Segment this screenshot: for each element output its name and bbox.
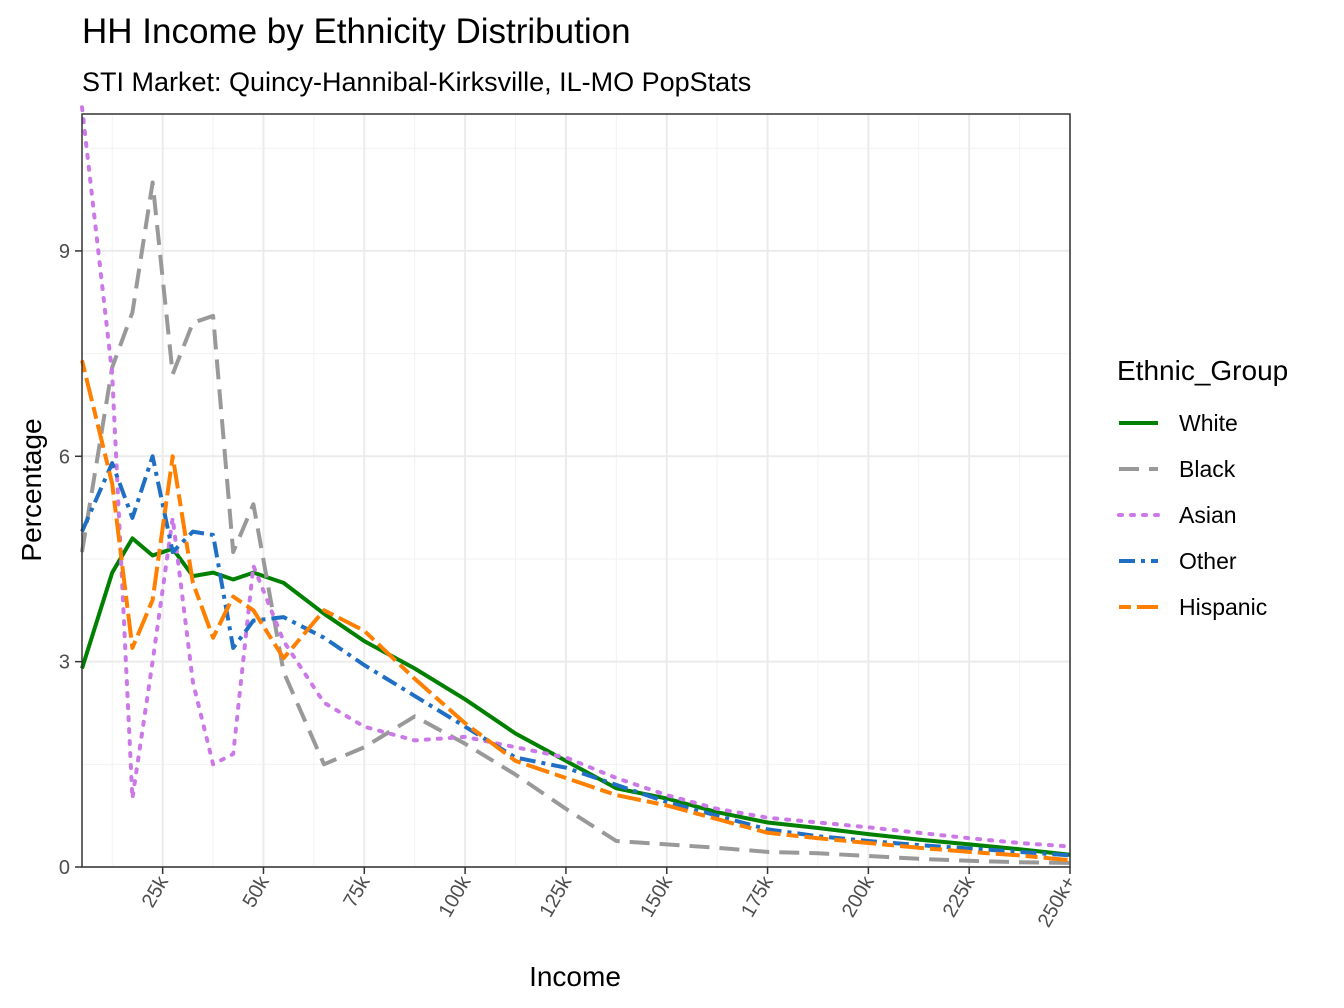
plot-border	[81, 113, 1071, 868]
plot-area	[80, 105, 1072, 868]
chart-title: HH Income by Ethnicity Distribution	[82, 12, 631, 51]
plot-panel	[82, 114, 1070, 867]
y-tick-label: 3	[59, 652, 70, 674]
chart-subtitle: STI Market: Quincy-Hannibal-Kirksville, …	[82, 67, 751, 97]
y-tick-label: 0	[59, 857, 70, 879]
series-line-black	[80, 180, 1071, 865]
y-axis-title: Percentage	[16, 418, 47, 561]
legend-title: Ethnic_Group	[1117, 355, 1288, 386]
series-line-asian	[80, 105, 1072, 849]
legend-label-asian: Asian	[1179, 502, 1237, 528]
series-line-hispanic	[80, 359, 1071, 863]
legend-label-other: Other	[1179, 548, 1237, 574]
x-axis-title: Income	[529, 961, 621, 992]
legend-label-hispanic: Hispanic	[1179, 594, 1267, 620]
legend-items: White Black Asian Other Hispanic	[1117, 410, 1267, 620]
series-line-other	[80, 454, 1071, 858]
legend: Ethnic_Group White Black Asian Other Hispani…	[1117, 355, 1288, 620]
y-tick-label: 6	[59, 446, 70, 468]
y-tick-label: 9	[59, 241, 70, 263]
legend-label-white: White	[1179, 410, 1238, 436]
y-axis: 0 3 6 9	[59, 241, 82, 879]
legend-label-black: Black	[1179, 456, 1236, 482]
series-lines	[80, 105, 1072, 865]
